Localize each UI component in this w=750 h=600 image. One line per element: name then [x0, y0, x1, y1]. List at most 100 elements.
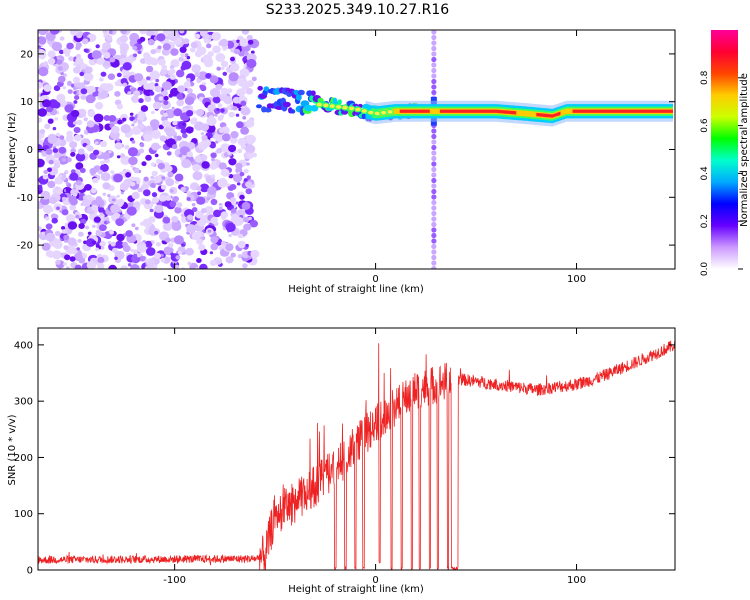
- noise-blob: [47, 57, 56, 65]
- spike-dot: [431, 221, 437, 228]
- track-blob: [282, 101, 291, 108]
- noise-blob: [42, 99, 51, 108]
- noise-blob: [176, 135, 182, 141]
- noise-blob: [87, 231, 92, 235]
- noise-blob: [102, 182, 111, 190]
- noise-blob: [180, 213, 184, 217]
- noise-blob: [95, 230, 103, 237]
- noise-blob: [140, 105, 149, 112]
- spike-dot: [431, 139, 437, 145]
- noise-blob: [180, 52, 186, 58]
- noise-blob: [75, 214, 80, 219]
- noise-blob: [165, 109, 176, 119]
- snr-y-label: SNR (10 * v/v): [7, 414, 18, 485]
- noise-blob: [38, 66, 49, 77]
- track-knot: [373, 110, 382, 117]
- noise-blob: [174, 173, 184, 182]
- track-blob: [293, 89, 300, 96]
- spike-dot: [431, 34, 437, 41]
- track-core: [399, 109, 430, 113]
- noise-blob: [95, 247, 100, 252]
- noise-blob: [99, 77, 104, 82]
- noise-blob: [209, 75, 219, 84]
- noise-blob: [230, 252, 236, 258]
- noise-blob: [243, 216, 250, 223]
- noise-blob: [69, 256, 76, 262]
- noise-blob: [55, 259, 61, 265]
- noise-blob: [38, 117, 43, 123]
- noise-blob: [236, 88, 246, 97]
- noise-blob: [149, 208, 154, 213]
- y-tick-label: 300: [14, 397, 33, 408]
- spike-dot: [431, 188, 437, 195]
- noise-blob: [53, 240, 63, 249]
- noise-blob: [94, 141, 99, 145]
- noise-blob: [116, 155, 121, 159]
- noise-blob: [151, 170, 158, 177]
- noise-blob: [116, 138, 120, 142]
- spike-dot: [431, 133, 437, 140]
- spike-dot: [431, 40, 437, 46]
- colorbar: 0.0 0.2 0.4 0.6 0.8 Normalized spectral ampl…: [700, 30, 750, 276]
- track-blob: [310, 90, 316, 96]
- noise-blob: [236, 182, 241, 186]
- snr-frame: [37, 327, 676, 571]
- noise-blob: [124, 132, 132, 138]
- noise-blob: [54, 117, 59, 121]
- y-tick-label: 100: [14, 509, 33, 520]
- noise-blob: [185, 247, 194, 256]
- noise-blob: [221, 240, 227, 246]
- noise-blob: [197, 71, 208, 81]
- noise-blob: [52, 126, 57, 131]
- noise-blob: [111, 125, 120, 134]
- spike-dot: [431, 30, 437, 35]
- noise-blob: [206, 197, 211, 201]
- x-tick-label: 100: [567, 274, 586, 285]
- noise-blob: [197, 230, 202, 235]
- noise-blob: [161, 48, 170, 56]
- noise-blob: [165, 237, 171, 243]
- noise-blob: [139, 143, 145, 148]
- noise-blob: [159, 195, 167, 202]
- noise-blob: [65, 188, 70, 193]
- noise-blob: [120, 191, 125, 195]
- noise-blob: [105, 34, 113, 42]
- noise-blob: [99, 240, 106, 247]
- noise-blob: [162, 43, 171, 51]
- noise-blob: [153, 175, 162, 184]
- noise-blob: [38, 36, 47, 45]
- noise-blob: [170, 48, 179, 56]
- noise-blob: [184, 96, 195, 105]
- noise-blob: [163, 95, 169, 101]
- noise-blob: [191, 64, 201, 73]
- noise-blob: [62, 73, 67, 78]
- y-tick-label: 200: [14, 453, 33, 464]
- spike-dot: [431, 161, 437, 167]
- noise-blob: [186, 197, 191, 201]
- spike-dot: [431, 172, 437, 178]
- noise-blob: [181, 243, 186, 247]
- spike-dot: [431, 150, 437, 156]
- noise-blob: [233, 216, 244, 226]
- spectrogram-plot-area: [38, 30, 673, 269]
- noise-blob: [209, 259, 217, 266]
- noise-blob: [137, 50, 142, 55]
- noise-blob: [219, 108, 225, 113]
- track-core: [439, 109, 517, 115]
- noise-blob: [73, 91, 77, 95]
- noise-blob: [248, 216, 252, 221]
- noise-blob: [108, 150, 112, 154]
- noise-blob: [200, 132, 205, 136]
- noise-blob: [137, 114, 145, 121]
- colorbar-tick-label: 0.6: [700, 118, 710, 133]
- noise-blob: [221, 66, 225, 70]
- noise-blob: [227, 88, 233, 94]
- noise-blob: [75, 57, 84, 65]
- noise-blob: [38, 81, 43, 89]
- noise-blob: [199, 183, 210, 193]
- noise-blob: [151, 240, 155, 244]
- track-blob: [337, 99, 342, 105]
- track-blob: [317, 97, 324, 103]
- noise-blob: [143, 189, 151, 197]
- noise-blob: [69, 204, 77, 211]
